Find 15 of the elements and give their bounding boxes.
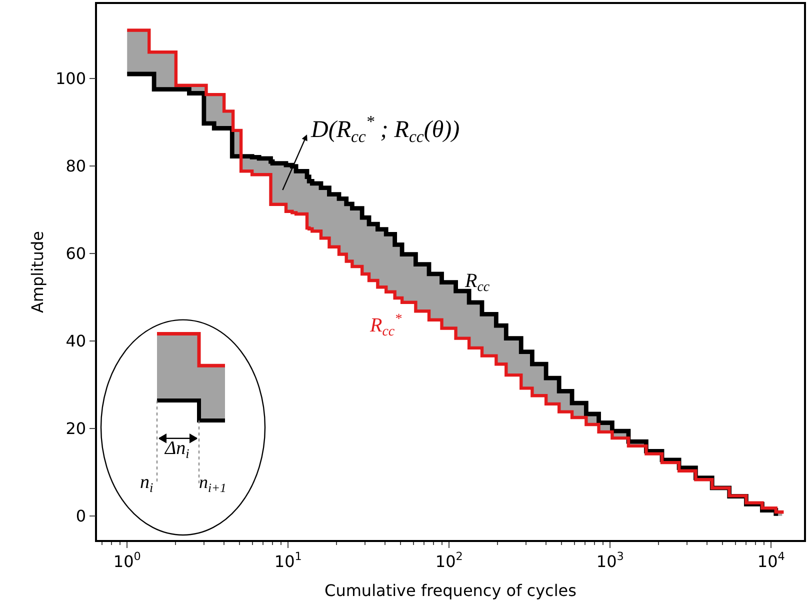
- series-label: R$_{cc}$: [464, 270, 490, 296]
- annotation: D(R$_{cc}$$^{*}$ ; R$_{cc}$(θ)): [310, 112, 460, 146]
- x-tick-label: 10$^{0}$: [113, 550, 141, 571]
- y-tick-label: 100: [56, 68, 86, 88]
- y-tick-label: 60: [66, 244, 86, 263]
- x-tick-label: 10$^{3}$: [596, 550, 624, 571]
- y-axis-title: Amplitude: [28, 231, 47, 313]
- y-tick-label: 20: [66, 419, 86, 438]
- x-tick-label: 10$^{4}$: [757, 550, 785, 571]
- x-tick-label: 10$^{1}$: [274, 550, 302, 571]
- y-tick-label: 0: [76, 506, 86, 526]
- x-tick-label: 10$^{2}$: [435, 550, 463, 571]
- x-axis-title: Cumulative frequency of cycles: [324, 581, 576, 600]
- y-tick-label: 80: [66, 156, 86, 176]
- y-tick-label: 40: [66, 332, 86, 351]
